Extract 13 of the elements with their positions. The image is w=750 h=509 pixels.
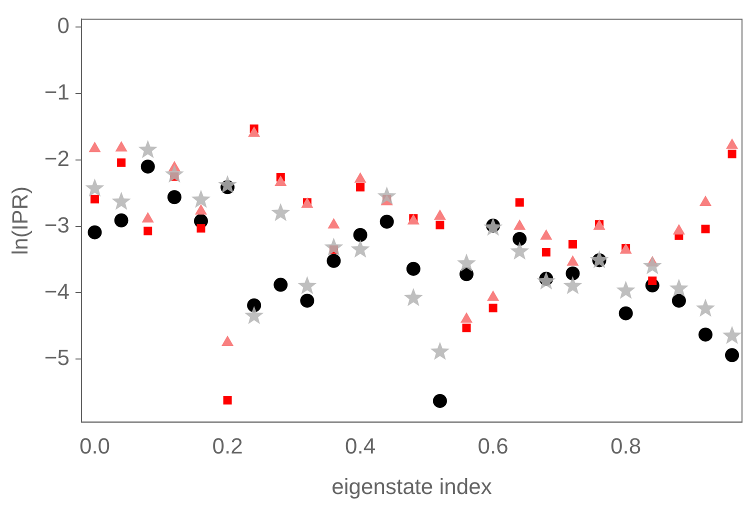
x-tick-label: 0.0 <box>79 433 110 458</box>
y-tick-label: 0 <box>57 13 70 38</box>
x-tick-label: 0.8 <box>610 433 642 458</box>
x-axis-title: eigenstate index <box>332 474 492 499</box>
y-tick-label: −5 <box>44 345 70 370</box>
x-tick-label: 0.6 <box>478 433 508 458</box>
y-tick-label: −3 <box>44 212 70 238</box>
y-axis-title: ln(IPR) <box>7 186 32 255</box>
x-tick-label: 0.2 <box>212 433 243 458</box>
y-tick-label: −2 <box>44 146 70 172</box>
y-tick-label: −4 <box>44 278 70 304</box>
y-tick-label: −1 <box>44 80 70 105</box>
x-tick-label: 0.4 <box>344 433 376 458</box>
